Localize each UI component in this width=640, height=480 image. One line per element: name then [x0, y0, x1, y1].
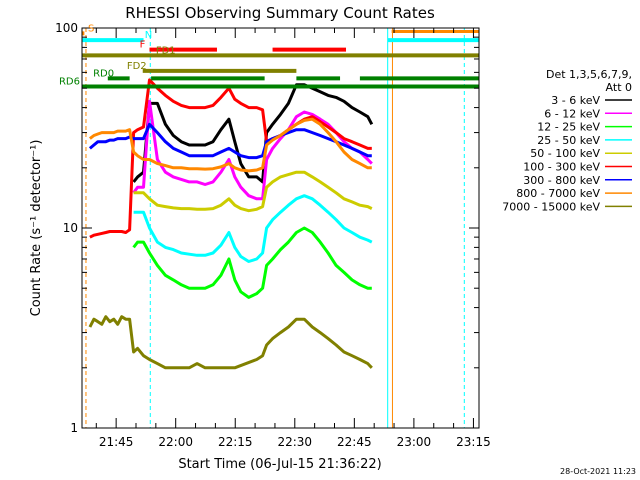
chart-title: RHESSI Observing Summary Count Rates [125, 4, 435, 22]
legend-label-8: 7000 - 15000 keV [502, 200, 600, 213]
legend-header-line: Att 0 [606, 81, 632, 94]
series-line-2 [132, 226, 372, 299]
legend-label-1: 6 - 12 keV [544, 107, 600, 120]
flag-label-fd2: FD2 [127, 61, 147, 72]
flag-label-f: F [140, 40, 146, 51]
series-line-7 [88, 117, 372, 173]
legend-header-line: Det 1,3,5,6,7,9, [546, 68, 632, 81]
x-axis: 21:45 22:00 22:15 22:30 22:45 23:00 23:15 [95, 28, 491, 449]
series-line-8 [88, 315, 373, 370]
series-line-4 [133, 170, 373, 213]
x-tick-label: 23:15 [456, 435, 491, 449]
y-axis-label: Count Rate (s⁻¹ detector⁻¹) [29, 140, 44, 317]
x-tick-label: 22:00 [158, 435, 193, 449]
y-tick-label: 100 [55, 21, 78, 35]
x-tick-label: 22:15 [218, 435, 253, 449]
flag-label-s: S [88, 23, 94, 34]
flag-label-rd6: RD6 [59, 76, 80, 87]
y-axis: 1 10 100 [55, 21, 479, 435]
flag-label-n: N [145, 30, 152, 41]
y-tick-label: 10 [63, 221, 78, 235]
legend-label-4: 50 - 100 keV [530, 147, 600, 160]
series-line-6 [88, 122, 372, 160]
legend-label-2: 12 - 25 keV [537, 121, 600, 134]
y-tick-label: 1 [70, 421, 78, 435]
flag-label-fd1: FD1 [156, 45, 176, 56]
x-tick-label: 21:45 [99, 435, 134, 449]
legend-label-5: 100 - 300 keV [523, 161, 600, 174]
x-tick-label: 22:45 [337, 435, 372, 449]
legend-label-6: 300 - 800 keV [523, 174, 600, 187]
legend-label-0: 3 - 6 keV [551, 94, 600, 107]
x-tick-label: 22:30 [277, 435, 312, 449]
legend-label-3: 25 - 50 keV [537, 134, 600, 147]
flag-label-rd0: RD0 [93, 68, 114, 79]
legend-label-7: 800 - 7000 keV [516, 187, 600, 200]
series-line-5 [89, 78, 372, 239]
footer-date: 28-Oct-2021 11:23 [560, 467, 636, 476]
series-line-3 [133, 194, 373, 263]
x-axis-label: Start Time (06-Jul-15 21:36:22) [178, 457, 381, 472]
x-tick-label: 23:00 [397, 435, 432, 449]
series-line-0 [132, 83, 374, 184]
